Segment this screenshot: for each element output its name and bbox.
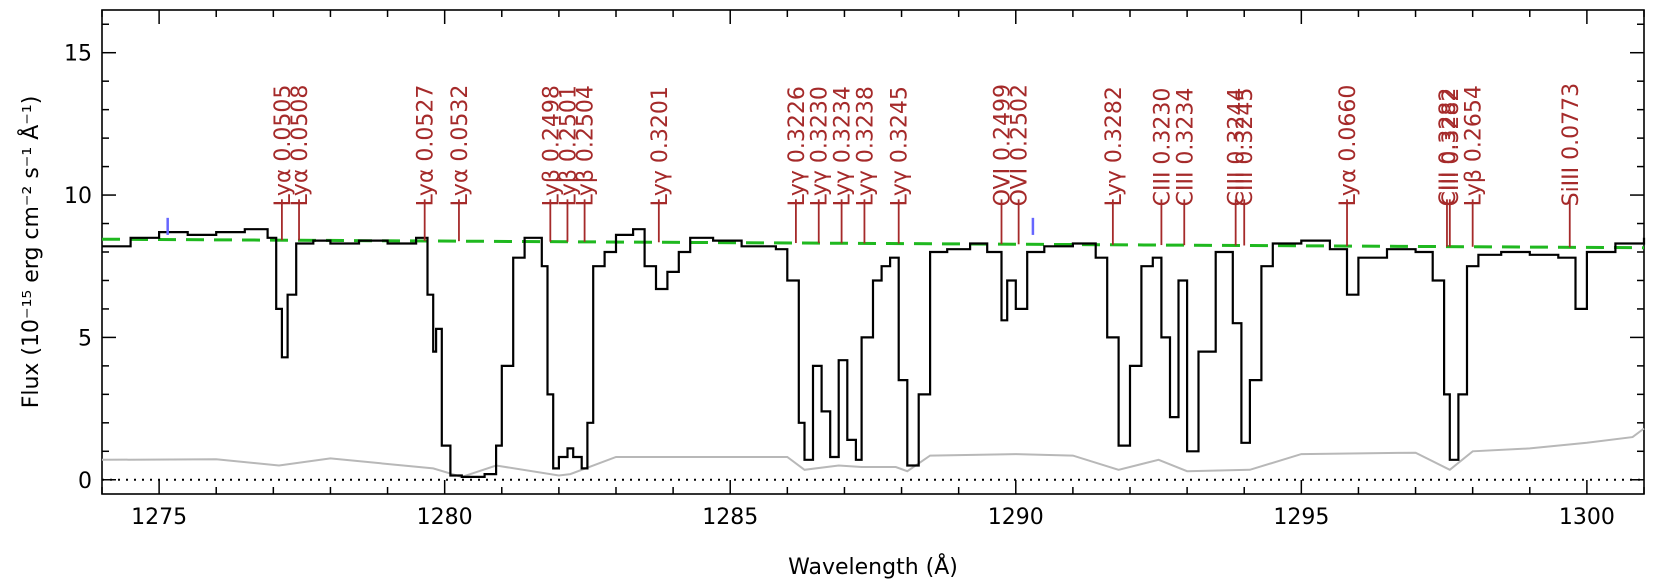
line-id-label: Lyα 0.0532 [448, 85, 473, 207]
blue-markers [166, 217, 1035, 235]
line-id-label: Lyγ 0.3238 [853, 86, 878, 206]
x-tick-label: 1290 [988, 505, 1044, 530]
line-id-label: Lyα 0.0660 [1336, 85, 1361, 207]
line-id-label: Lyα 0.0505 [271, 85, 296, 207]
flux-line [102, 228, 1646, 478]
line-id-label: Lyβ 0.2498 [539, 85, 564, 206]
line-id-label: CIII 0.3282 [1439, 88, 1464, 207]
line-id-label: Lyβ 0.2501 [557, 85, 582, 206]
line-id-label: OVI 0.2502 [1008, 84, 1033, 206]
error-spectrum [101, 427, 1645, 478]
x-tick-label: 1280 [417, 505, 473, 530]
line-id-label: CIII 0.3282 [1436, 88, 1461, 207]
line-id-label: CIII 0.3230 [1150, 88, 1175, 207]
x-axis-title: Wavelength (Å) [788, 553, 958, 580]
plot-frame [101, 9, 1645, 495]
x-tick-label: 1295 [1273, 505, 1329, 530]
line-id-label: SiIII 0.0773 [1559, 83, 1584, 207]
y-tick-label: 0 [78, 469, 92, 494]
line-id-label: Lyγ 0.3245 [888, 86, 913, 206]
y-axis: 0 5 10 15 [64, 23, 1644, 494]
line-id-label: Lyγ 0.3201 [648, 86, 673, 206]
line-id-label: Lyγ 0.3230 [808, 86, 833, 206]
line-id-label: Lyγ 0.3282 [1102, 86, 1127, 206]
line-id-label: Lyα 0.0508 [288, 85, 313, 207]
line-id-label: CIII 0.3245 [1233, 88, 1258, 207]
x-tick-label: 1275 [131, 505, 187, 530]
y-tick-label: 15 [64, 42, 92, 67]
line-id-label: Lyγ 0.3234 [831, 86, 856, 206]
line-id-label: CIII 0.3244 [1225, 88, 1250, 207]
y-tick-label: 10 [64, 184, 92, 209]
line-id-label: Lyγ 0.3226 [785, 86, 810, 206]
line-id-label: OVI 0.2499 [991, 84, 1016, 206]
x-axis: 1275 1280 1285 1290 1295 1300 [101, 10, 1645, 530]
line-id-label: Lyα 0.0527 [414, 85, 439, 207]
flux-spectrum [102, 228, 1646, 478]
x-tick-label: 1300 [1559, 505, 1615, 530]
y-axis-title: Flux (10⁻¹⁵ erg cm⁻² s⁻¹ Å⁻¹) [17, 96, 44, 409]
line-id-label: Lyβ 0.2654 [1462, 85, 1487, 206]
x-tick-label: 1285 [702, 505, 758, 530]
line-id-label: CIII 0.3234 [1173, 88, 1198, 207]
y-tick-label: 5 [78, 326, 92, 351]
line-id-label: Lyβ 0.2504 [574, 85, 599, 206]
error-line [101, 427, 1645, 478]
